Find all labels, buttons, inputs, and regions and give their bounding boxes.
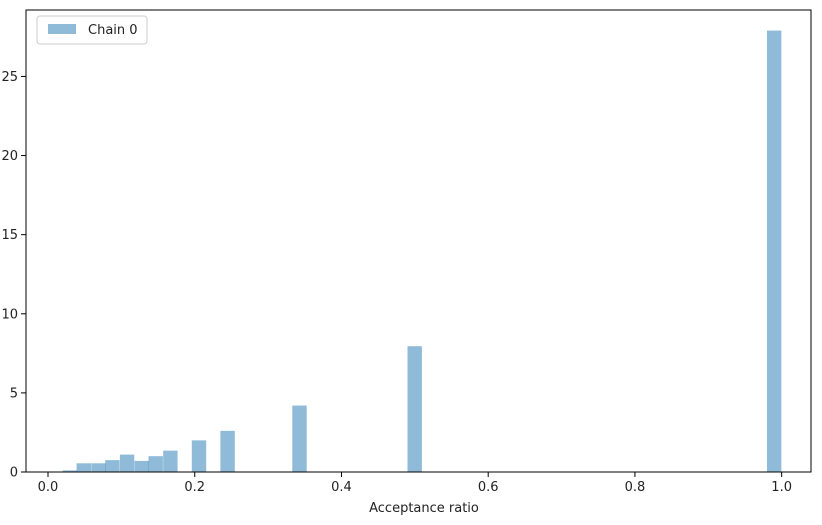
legend: Chain 0	[36, 15, 148, 45]
y-tick-label: 5	[10, 386, 18, 401]
histogram-bar	[119, 454, 135, 472]
y-tick-label: 10	[1, 307, 18, 322]
histogram-bar	[62, 470, 78, 472]
y-tick-label: 20	[1, 149, 18, 164]
histogram-bar	[407, 346, 422, 472]
bars-group	[62, 30, 782, 472]
legend-box	[36, 15, 148, 45]
histogram-bar	[148, 456, 163, 472]
axes-frame	[25, 9, 812, 473]
x-tick-label: 1.0	[771, 480, 792, 495]
y-tick-label: 15	[1, 228, 18, 243]
histogram-bar	[191, 440, 207, 472]
y-tick-label: 25	[1, 70, 18, 85]
histogram-bar	[163, 450, 178, 472]
histogram-bar	[766, 30, 782, 472]
x-tick-label: 0.4	[331, 480, 352, 495]
x-tick-label: 0.2	[184, 480, 205, 495]
x-tick-label: 0.8	[625, 480, 646, 495]
x-axis: 0.0 0.2 0.4 0.6 0.8 1.0	[38, 472, 792, 495]
histogram-bar	[91, 463, 106, 472]
histogram-bar	[134, 460, 149, 472]
legend-label: Chain 0	[88, 23, 138, 38]
y-axis: 0 5 10 15 20 25	[1, 70, 26, 481]
y-tick-label: 0	[10, 466, 18, 481]
x-axis-label: Acceptance ratio	[369, 501, 479, 516]
histogram-bar	[220, 430, 235, 472]
histogram-bar	[292, 405, 307, 472]
x-tick-label: 0.0	[38, 480, 59, 495]
histogram-bar	[76, 463, 91, 472]
x-tick-label: 0.6	[478, 480, 499, 495]
histogram-bar	[105, 460, 120, 472]
legend-swatch	[48, 24, 76, 34]
plot-area	[25, 9, 812, 473]
